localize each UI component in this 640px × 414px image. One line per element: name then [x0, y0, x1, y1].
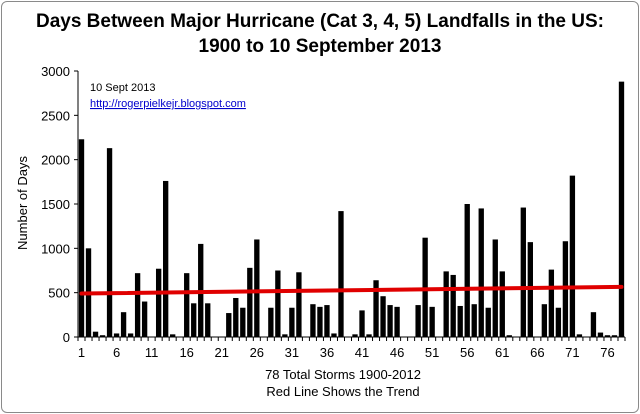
- y-axis-label: Number of Days: [15, 156, 30, 250]
- bar: [576, 334, 583, 337]
- x-tick-label: 1: [78, 345, 85, 360]
- bar: [134, 273, 141, 337]
- bar: [310, 304, 316, 337]
- blog-link[interactable]: http://rogerpielkejr.blogspot.com: [90, 98, 246, 110]
- bar: [366, 334, 372, 337]
- x-axis-label-line-1: 78 Total Storms 1900-2012: [265, 367, 421, 382]
- bar: [471, 304, 477, 337]
- bar: [443, 271, 449, 337]
- bar: [590, 312, 597, 337]
- x-tick-label: 11: [145, 345, 159, 360]
- bar: [296, 272, 302, 337]
- bar: [226, 313, 232, 337]
- bar: [506, 335, 512, 337]
- y-tick-label: 2500: [41, 108, 70, 123]
- bar: [352, 334, 358, 337]
- bar: [359, 310, 365, 337]
- bar: [120, 312, 127, 337]
- bar: [415, 305, 421, 337]
- bar: [394, 306, 400, 337]
- bar: [127, 333, 134, 337]
- x-tick-label: 46: [390, 345, 404, 360]
- bar: [485, 307, 491, 337]
- bar: [338, 211, 344, 337]
- x-tick-label: 76: [600, 345, 614, 360]
- bar: [254, 239, 260, 337]
- x-tick-label: 51: [425, 345, 439, 360]
- x-tick-label: 6: [113, 345, 120, 360]
- bar: [618, 81, 625, 337]
- bar: [162, 180, 169, 337]
- bar: [205, 303, 211, 337]
- bar: [611, 335, 618, 337]
- bar: [597, 332, 604, 337]
- bar: [170, 334, 176, 337]
- bar: [380, 296, 386, 337]
- bar: [275, 270, 281, 337]
- bar: [429, 306, 435, 337]
- bar: [247, 267, 253, 337]
- bar: [184, 273, 190, 337]
- bar: [499, 271, 505, 337]
- bar: [387, 305, 393, 337]
- bar: [373, 280, 379, 337]
- bar: [282, 334, 288, 337]
- bar: [457, 305, 463, 337]
- x-tick-label: 71: [565, 345, 579, 360]
- x-tick-label: 16: [179, 345, 193, 360]
- bar: [268, 307, 274, 337]
- bar: [331, 333, 337, 337]
- bar: [141, 301, 148, 337]
- bar: [155, 268, 162, 337]
- y-tick-label: 500: [48, 286, 70, 301]
- bar: [478, 208, 484, 337]
- y-tick-label: 0: [63, 330, 70, 345]
- bar: [555, 307, 562, 337]
- x-axis-label-line-2: Red Line Shows the Trend: [266, 384, 419, 399]
- bar: [464, 204, 470, 337]
- bar: [548, 269, 555, 337]
- bar: [99, 335, 106, 337]
- date-annotation: 10 Sept 2013: [90, 82, 155, 94]
- x-tick-label: 31: [285, 345, 299, 360]
- x-tick-label: 66: [530, 345, 544, 360]
- x-tick-label: 56: [460, 345, 474, 360]
- y-tick-label: 2000: [41, 153, 70, 168]
- bar: [604, 335, 611, 337]
- x-tick-label: 36: [320, 345, 334, 360]
- y-tick-label: 1000: [41, 241, 70, 256]
- chart-title-line-2: 1900 to 10 September 2013: [199, 36, 442, 57]
- bar: [233, 297, 239, 337]
- bar: [240, 307, 246, 337]
- bar: [191, 303, 197, 337]
- bar: [113, 333, 120, 337]
- bar: [541, 304, 548, 337]
- x-tick-label: 21: [215, 345, 229, 360]
- bar: [324, 305, 330, 337]
- bar: [450, 274, 456, 337]
- chart-title-line-1: Days Between Major Hurricane (Cat 3, 4, …: [36, 11, 604, 32]
- y-tick-label: 1500: [41, 197, 70, 212]
- bar: [317, 306, 323, 337]
- x-tick-label: 26: [250, 345, 264, 360]
- bar: [106, 148, 113, 337]
- bar: [289, 307, 295, 337]
- bar: [569, 175, 576, 337]
- trend-line: [79, 284, 624, 296]
- bar: [92, 331, 99, 337]
- y-tick-label: 3000: [41, 64, 70, 79]
- bar: [520, 207, 526, 337]
- bar: [78, 139, 85, 337]
- x-tick-label: 41: [355, 345, 369, 360]
- x-tick-label: 61: [495, 345, 509, 360]
